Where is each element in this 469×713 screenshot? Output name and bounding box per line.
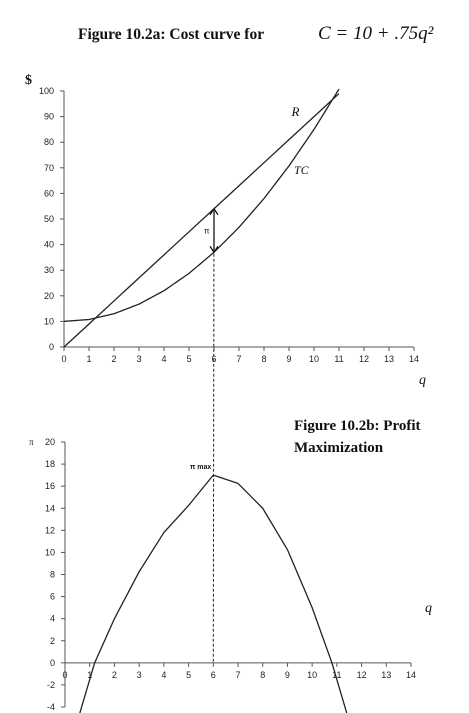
bottom-x-tick-label: 4 bbox=[161, 670, 166, 680]
top-y-tick-label: 80 bbox=[44, 137, 54, 147]
bottom-x-tick-label: 7 bbox=[235, 670, 240, 680]
total-cost-label: TC bbox=[294, 163, 310, 177]
top-x-axis-title: q bbox=[419, 373, 426, 388]
top-x-tick-label: 9 bbox=[286, 354, 291, 364]
top-x-tick-label: 14 bbox=[409, 354, 419, 364]
bottom-x-tick-label: 2 bbox=[112, 670, 117, 680]
bottom-y-tick-label: 6 bbox=[50, 592, 55, 602]
bottom-y-tick-label: 8 bbox=[50, 570, 55, 580]
bottom-y-tick-label: 16 bbox=[45, 481, 55, 491]
top-x-tick-label: 0 bbox=[61, 354, 66, 364]
bottom-chart-title-line1: Figure 10.2b: Profit bbox=[294, 418, 421, 434]
bottom-y-tick-label: 18 bbox=[45, 459, 55, 469]
bottom-x-tick-label: 11 bbox=[332, 670, 341, 680]
bottom-y-tick-label: -4 bbox=[47, 702, 55, 712]
bottom-x-tick-label: 5 bbox=[186, 670, 191, 680]
top-x-tick-label: 5 bbox=[186, 354, 191, 364]
top-y-tick-label: 30 bbox=[44, 265, 54, 275]
top-y-tick-label: 50 bbox=[44, 214, 54, 224]
top-x-tick-label: 13 bbox=[384, 354, 394, 364]
top-chart-title: Figure 10.2a: Cost curve for bbox=[78, 26, 264, 43]
bottom-y-tick-label: 0 bbox=[50, 658, 55, 668]
bottom-chart-title-line2: Maximization bbox=[294, 440, 384, 456]
top-x-tick-label: 7 bbox=[236, 354, 241, 364]
top-x-tick-label: 12 bbox=[359, 354, 369, 364]
top-x-tick-label: 1 bbox=[86, 354, 91, 364]
overlay-layer bbox=[212, 208, 215, 663]
top-y-tick-label: 20 bbox=[44, 291, 54, 301]
bottom-x-tick-label: 10 bbox=[307, 670, 317, 680]
bottom-y-tick-label: 20 bbox=[45, 437, 55, 447]
q-star-dashed-line bbox=[212, 208, 215, 663]
top-y-tick-label: 60 bbox=[44, 188, 54, 198]
top-plot-area: 0102030405060708090100012345678910111213… bbox=[39, 86, 419, 364]
bottom-y-tick-label: 14 bbox=[45, 503, 55, 513]
profit-arrow-head-down bbox=[209, 245, 219, 254]
top-x-tick-label: 4 bbox=[161, 354, 166, 364]
top-x-tick-label: 2 bbox=[111, 354, 116, 364]
bottom-x-tick-label: 3 bbox=[137, 670, 142, 680]
revenue-line bbox=[63, 93, 340, 348]
bottom-y-tick-label: 4 bbox=[50, 614, 55, 624]
bottom-y-tick-label: 10 bbox=[45, 547, 55, 557]
top-y-tick-label: 10 bbox=[44, 316, 54, 326]
bottom-y-tick-label: 12 bbox=[45, 525, 55, 535]
top-y-tick-label: 0 bbox=[49, 342, 54, 352]
bottom-x-tick-label: 12 bbox=[357, 670, 367, 680]
top-x-tick-label: 10 bbox=[309, 354, 319, 364]
profit-arrow-label: π bbox=[204, 227, 210, 236]
bottom-y-axis-title: π bbox=[29, 437, 34, 447]
bottom-x-tick-label: 9 bbox=[285, 670, 290, 680]
top-chart-title-formula: C = 10 + .75q² bbox=[318, 23, 434, 44]
bottom-y-tick-label: -2 bbox=[47, 680, 55, 690]
total-cost-curve bbox=[63, 88, 340, 323]
top-y-tick-label: 90 bbox=[44, 112, 54, 122]
top-x-tick-label: 11 bbox=[334, 354, 343, 364]
bottom-x-tick-label: 0 bbox=[62, 670, 67, 680]
top-y-tick-label: 40 bbox=[44, 240, 54, 250]
bottom-x-tick-label: 1 bbox=[87, 670, 92, 680]
profit-max-label: π max bbox=[190, 464, 211, 471]
top-x-tick-label: 3 bbox=[136, 354, 141, 364]
revenue-label: R bbox=[291, 104, 300, 119]
bottom-x-tick-label: 13 bbox=[381, 670, 391, 680]
top-y-tick-label: 70 bbox=[44, 163, 54, 173]
bottom-x-tick-label: 8 bbox=[260, 670, 265, 680]
bottom-x-tick-label: 6 bbox=[211, 670, 216, 680]
top-y-tick-label: 100 bbox=[39, 86, 54, 96]
bottom-y-tick-label: 2 bbox=[50, 636, 55, 646]
top-y-axis-title: $ bbox=[25, 73, 32, 88]
bottom-x-tick-label: 14 bbox=[406, 670, 416, 680]
top-x-tick-label: 8 bbox=[261, 354, 266, 364]
bottom-x-axis-title: q bbox=[425, 601, 432, 616]
